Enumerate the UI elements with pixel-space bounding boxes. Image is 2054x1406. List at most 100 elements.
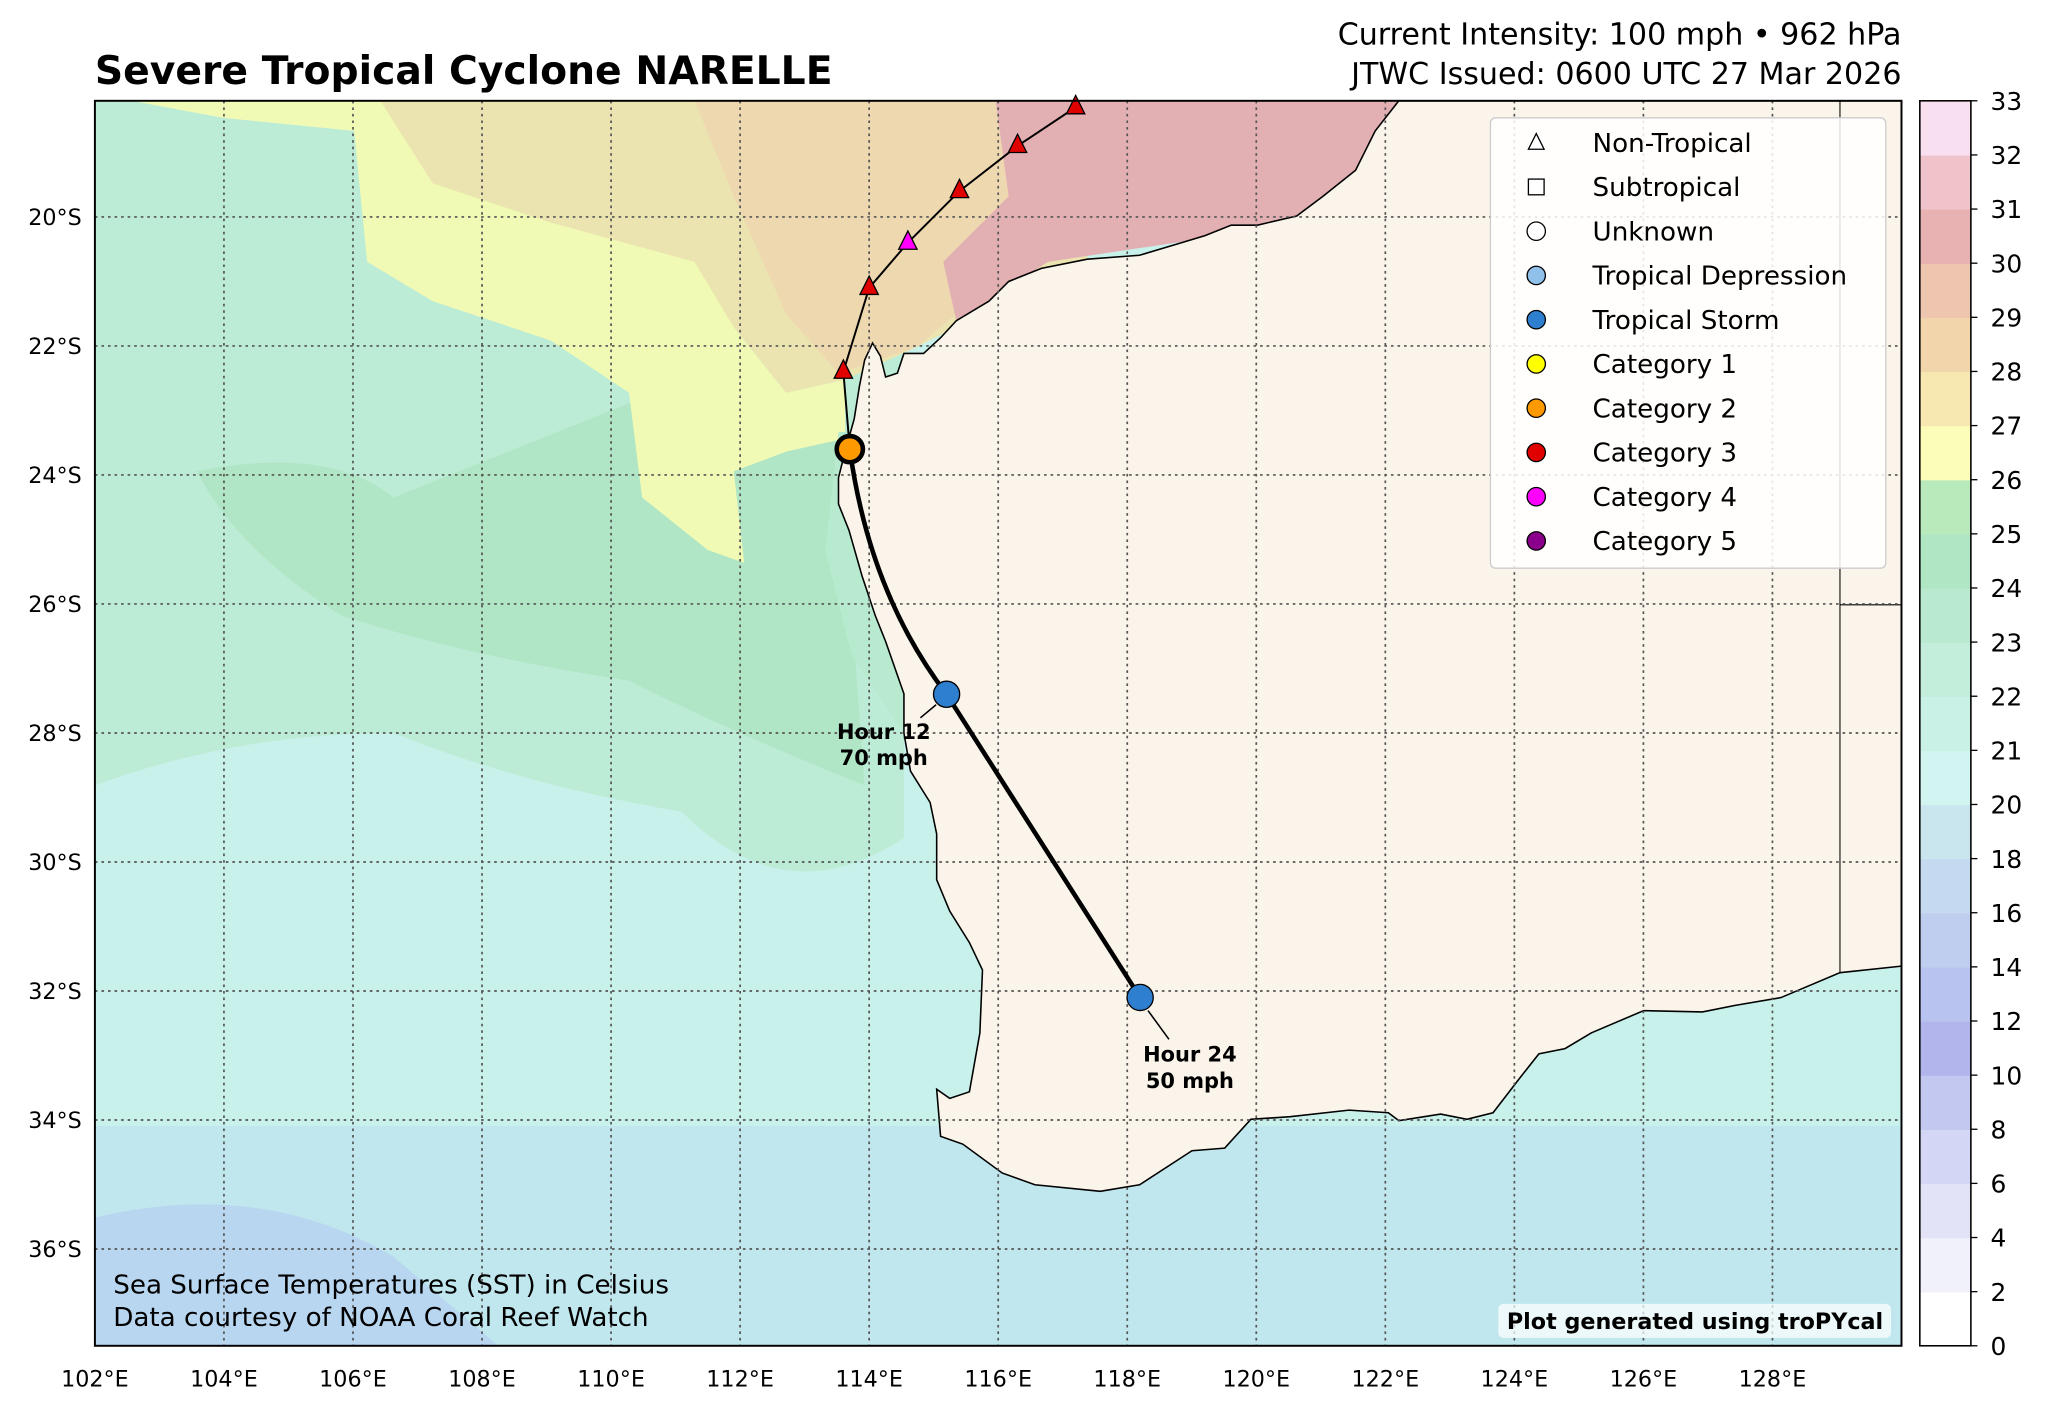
forecast-hour-label: Hour 24 — [1143, 1043, 1237, 1067]
colorbar-bin — [1919, 1021, 1971, 1076]
lat-tick-label: 24°S — [28, 463, 82, 489]
colorbar-bin — [1919, 1183, 1971, 1239]
colorbar-bin — [1919, 1129, 1971, 1185]
lon-tick-label: 108°E — [448, 1366, 516, 1392]
colorbar-bin — [1919, 533, 1971, 589]
past-position-triangle-marker[interactable] — [858, 274, 880, 296]
axis-ticks: 102°E 104°E 106°E 108°E 110°E 112°E 114°E 116°E… — [28, 205, 1806, 1393]
current-intensity: Current Intensity: 100 mph • 962 hPa — [1338, 18, 1902, 53]
lon-tick-label: 112°E — [706, 1366, 774, 1392]
colorbar-bin — [1919, 154, 1971, 210]
forecast-position-marker[interactable] — [932, 680, 961, 709]
current-position-marker[interactable] — [834, 433, 866, 465]
colorbar-tick-label: 6 — [1991, 1170, 2007, 1199]
colorbar-tick-label: 27 — [1991, 412, 2023, 441]
map-title: Severe Tropical Cyclone NARELLE — [95, 49, 833, 94]
category-4-circle-icon — [1526, 486, 1547, 507]
colorbar-bin — [1919, 587, 1971, 643]
colorbar-tick-label: 8 — [1991, 1115, 2007, 1144]
colorbar-bin — [1919, 479, 1971, 535]
issued-time: JTWC Issued: 0600 UTC 27 Mar 2026 — [1349, 57, 1901, 92]
legend-label: Non-Tropical — [1593, 129, 1752, 159]
lon-tick-label: 122°E — [1351, 1366, 1419, 1392]
colorbar-bin — [1919, 804, 1971, 860]
lon-tick-label: 118°E — [1093, 1366, 1161, 1392]
colorbar-bin — [1919, 371, 1971, 427]
category-2-circle-icon — [1526, 398, 1547, 419]
lat-tick-label: 26°S — [28, 592, 82, 618]
lat-tick-label: 22°S — [28, 334, 82, 360]
legend-label: Subtropical — [1593, 173, 1741, 203]
legend-label: Category 4 — [1593, 483, 1738, 513]
plot-frame — [93, 99, 1903, 1347]
colorbar-bin — [1919, 966, 1971, 1022]
colorbar-tick-label: 12 — [1991, 1007, 2023, 1036]
colorbar-bin — [1919, 858, 1971, 914]
colorbar-tick-label: 28 — [1991, 358, 2023, 387]
past-position-triangle-marker[interactable] — [897, 229, 919, 250]
colorbar-bin — [1919, 1291, 1971, 1347]
colorbar-tick-label: 32 — [1991, 141, 2023, 170]
legend-label: Category 2 — [1593, 394, 1738, 424]
tropical-depression-circle-icon — [1526, 265, 1547, 286]
label-leader-line — [919, 704, 937, 719]
colorbar-tick-label: 18 — [1991, 845, 2023, 874]
lat-tick-label: 30°S — [28, 850, 82, 876]
colorbar-bin — [1919, 696, 1971, 752]
colorbar-bin — [1919, 912, 1971, 968]
colorbar-tick-label: 26 — [1991, 466, 2023, 495]
lon-tick-label: 124°E — [1481, 1366, 1549, 1392]
category-5-circle-icon — [1526, 531, 1547, 551]
colorbar-bin — [1919, 209, 1971, 264]
colorbar-tick-label: 25 — [1991, 520, 2023, 549]
lon-tick-label: 106°E — [319, 1366, 387, 1392]
legend: Non-Tropical Subtropical Unknown Tropical D… — [1489, 117, 1887, 569]
forecast-position-marker[interactable] — [1126, 983, 1154, 1012]
subtropical-square-icon — [1527, 178, 1545, 196]
past-position-triangle-marker[interactable] — [949, 177, 970, 199]
lon-tick-label: 116°E — [964, 1366, 1032, 1392]
unknown-circle-icon — [1526, 221, 1547, 242]
tropical-storm-circle-icon — [1526, 309, 1547, 330]
forecast-wind-label: 70 mph — [840, 746, 928, 770]
past-position-triangle-marker[interactable] — [1065, 94, 1086, 115]
colorbar-tick-label: 22 — [1991, 682, 2023, 711]
forecast-track-line — [847, 448, 1143, 999]
tropycal-credit: Plot generated using troPYcal — [1507, 1309, 1883, 1335]
legend-label: Category 3 — [1593, 439, 1738, 469]
colorbar-bin — [1919, 1075, 1971, 1130]
colorbar-tick-label: 29 — [1991, 303, 2023, 332]
colorbar-tick-label: 10 — [1991, 1061, 2023, 1090]
past-position-triangle-marker[interactable] — [1007, 132, 1028, 154]
colorbar-bin — [1919, 263, 1971, 318]
non-tropical-triangle-icon — [1527, 132, 1546, 150]
colorbar-tick-label: 2 — [1991, 1278, 2007, 1307]
lat-tick-label: 34°S — [28, 1108, 82, 1134]
legend-label: Tropical Storm — [1592, 306, 1780, 336]
lon-tick-label: 110°E — [577, 1366, 645, 1392]
colorbar-tick-label: 31 — [1991, 195, 2023, 224]
lon-tick-label: 126°E — [1610, 1366, 1678, 1392]
colorbar-bin — [1919, 1237, 1971, 1293]
data-credit: Data courtesy of NOAA Coral Reef Watch — [113, 1303, 648, 1333]
forecast-wind-label: 50 mph — [1146, 1069, 1234, 1093]
lon-tick-label: 120°E — [1222, 1366, 1290, 1392]
lon-tick-label: 128°E — [1739, 1366, 1807, 1392]
past-position-triangle-marker[interactable] — [833, 358, 854, 379]
colorbar-tick-label: 21 — [1991, 737, 2023, 766]
colorbar-tick-label: 33 — [1991, 87, 2023, 116]
lat-tick-label: 28°S — [28, 721, 82, 747]
colorbar-tick-label: 14 — [1991, 953, 2023, 982]
legend-label: Category 1 — [1593, 350, 1738, 380]
lat-tick-label: 20°S — [28, 205, 82, 231]
colorbar-tick-label: 16 — [1991, 899, 2023, 928]
legend-label: Unknown — [1593, 217, 1715, 247]
category-1-circle-icon — [1526, 354, 1547, 374]
colorbar-frame — [1919, 100, 1972, 1347]
colorbar-bin — [1919, 100, 1971, 156]
colorbar-bin — [1919, 642, 1971, 697]
lat-tick-label: 36°S — [28, 1237, 82, 1263]
forecast-hour-label: Hour 12 — [837, 720, 931, 744]
colorbar-tick-label: 20 — [1991, 791, 2023, 820]
